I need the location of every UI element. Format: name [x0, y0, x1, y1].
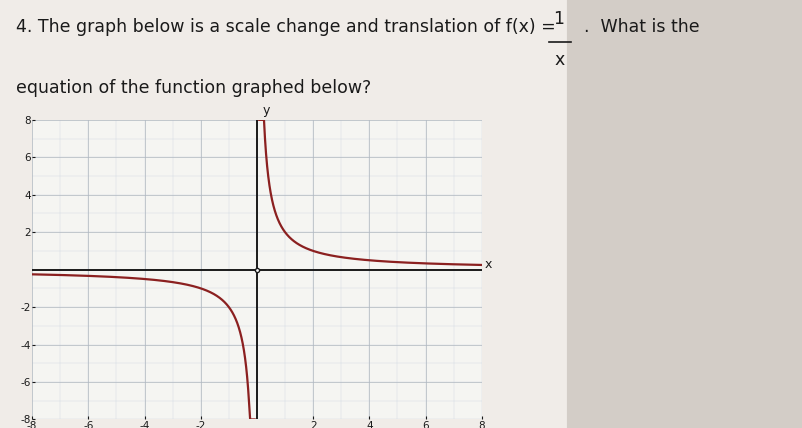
- Text: 4. The graph below is a scale change and translation of f(x) =: 4. The graph below is a scale change and…: [16, 18, 561, 36]
- Text: x: x: [484, 259, 492, 271]
- Text: 1: 1: [553, 10, 564, 28]
- Text: y: y: [262, 104, 269, 117]
- Text: .  What is the: . What is the: [584, 18, 699, 36]
- FancyBboxPatch shape: [566, 0, 802, 428]
- Text: x: x: [553, 51, 564, 68]
- Text: equation of the function graphed below?: equation of the function graphed below?: [16, 80, 371, 98]
